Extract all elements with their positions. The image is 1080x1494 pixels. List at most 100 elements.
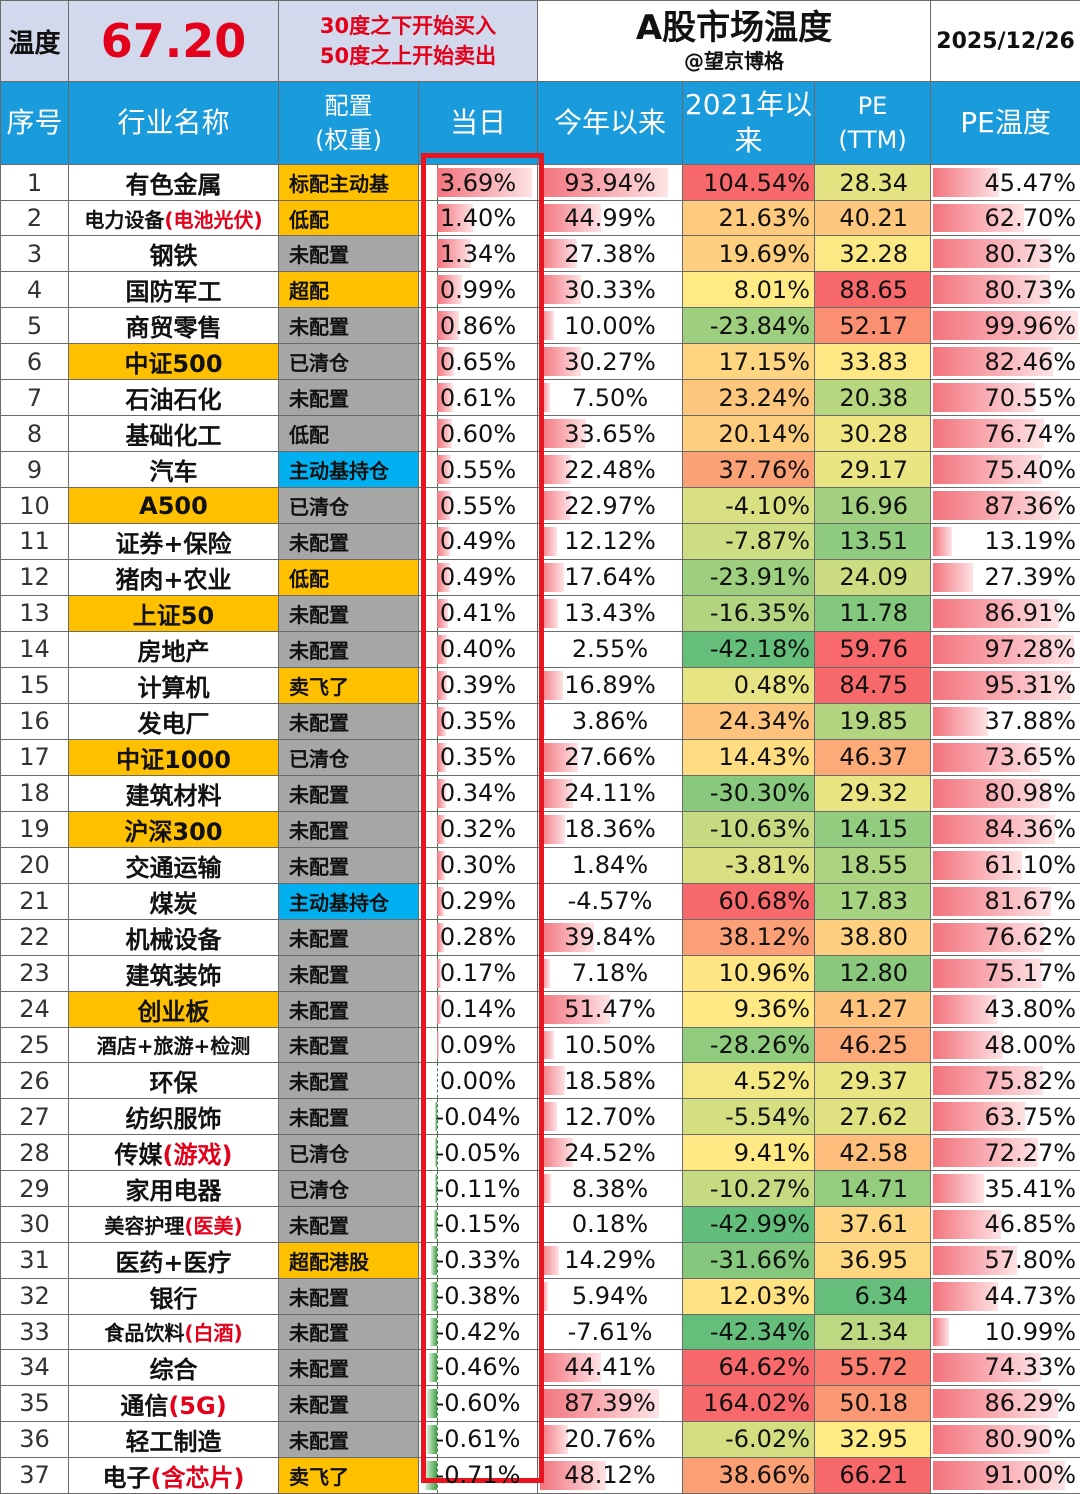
ytd-change-value: 0.18% bbox=[538, 1210, 682, 1238]
industry-name: 国防军工 bbox=[69, 272, 279, 308]
pe-temperature-cell: 82.46% bbox=[931, 344, 1080, 380]
pe-ttm-cell: 17.83 bbox=[815, 883, 931, 919]
ytd-change-value: 51.47% bbox=[538, 995, 682, 1023]
pe-temperature-cell: 45.47% bbox=[931, 165, 1080, 201]
allocation-cell: 标配主动基 bbox=[279, 165, 419, 201]
header-pe-temp: PE温度 bbox=[931, 82, 1080, 165]
pe-temperature-value: 44.73% bbox=[931, 1282, 1080, 1310]
allocation-cell: 主动基持仓 bbox=[279, 452, 419, 488]
pe-ttm-cell: 18.55 bbox=[815, 847, 931, 883]
header-since2021: 2021年以 来 bbox=[683, 82, 815, 165]
since-2021-cell: -6.02% bbox=[683, 1421, 815, 1457]
ytd-change-cell: 20.76% bbox=[538, 1421, 683, 1457]
industry-name-text: 房地产 bbox=[138, 638, 210, 666]
pe-temperature-value: 99.96% bbox=[931, 312, 1080, 340]
ytd-change-cell: 27.66% bbox=[538, 739, 683, 775]
pe-temperature-cell: 86.91% bbox=[931, 595, 1080, 631]
allocation-cell: 已清仓 bbox=[279, 739, 419, 775]
pe-temperature-value: 86.91% bbox=[931, 599, 1080, 627]
since-2021-cell: -42.34% bbox=[683, 1314, 815, 1349]
industry-name: 沪深300 bbox=[69, 811, 279, 847]
pe-temperature-value: 45.47% bbox=[931, 169, 1080, 197]
row-index: 11 bbox=[1, 523, 69, 559]
ytd-change-value: 22.48% bbox=[538, 456, 682, 484]
pe-ttm-cell: 40.21 bbox=[815, 201, 931, 236]
pe-temperature-cell: 72.27% bbox=[931, 1135, 1080, 1171]
industry-name: 商贸零售 bbox=[69, 308, 279, 344]
industry-name: 传媒(游戏) bbox=[69, 1135, 279, 1171]
industry-name-text: 国防军工 bbox=[126, 278, 222, 306]
row-index: 8 bbox=[1, 416, 69, 452]
pe-temperature-value: 72.27% bbox=[931, 1139, 1080, 1167]
pe-ttm-cell: 29.17 bbox=[815, 452, 931, 488]
pe-temperature-cell: 35.41% bbox=[931, 1171, 1080, 1207]
industry-name: 交通运输 bbox=[69, 847, 279, 883]
industry-name: 医药+医疗 bbox=[69, 1242, 279, 1278]
allocation-cell: 未配置 bbox=[279, 1421, 419, 1457]
ytd-change-value: 48.12% bbox=[538, 1461, 682, 1489]
today-change-cell: 0.55% bbox=[419, 488, 538, 523]
pe-temperature-cell: 37.88% bbox=[931, 703, 1080, 739]
row-index: 5 bbox=[1, 308, 69, 344]
ytd-change-value: 44.99% bbox=[538, 204, 682, 232]
industry-name-text: 家用电器 bbox=[126, 1177, 222, 1205]
pe-temperature-value: 74.33% bbox=[931, 1353, 1080, 1381]
today-change-value: -0.05% bbox=[419, 1139, 537, 1167]
header-alloc-line2: (权重) bbox=[279, 123, 418, 157]
today-change-value: 0.30% bbox=[419, 851, 537, 879]
industry-name: 汽车 bbox=[69, 452, 279, 488]
ytd-change-value: 18.58% bbox=[538, 1067, 682, 1095]
allocation-cell: 低配 bbox=[279, 201, 419, 236]
ytd-change-value: 44.41% bbox=[538, 1353, 682, 1381]
pe-ttm-cell: 50.18 bbox=[815, 1385, 931, 1421]
ytd-change-value: 33.65% bbox=[538, 420, 682, 448]
today-change-value: -0.04% bbox=[419, 1103, 537, 1131]
pe-ttm-cell: 84.75 bbox=[815, 667, 931, 703]
ytd-change-value: -7.61% bbox=[538, 1318, 682, 1346]
since-2021-cell: 20.14% bbox=[683, 416, 815, 452]
since-2021-cell: 8.01% bbox=[683, 272, 815, 308]
ytd-change-cell: 44.99% bbox=[538, 201, 683, 236]
industry-name-note: (含芯片) bbox=[151, 1464, 245, 1492]
row-index: 12 bbox=[1, 559, 69, 595]
ytd-change-value: 30.33% bbox=[538, 276, 682, 304]
today-change-value: 0.60% bbox=[419, 420, 537, 448]
since-2021-cell: 38.12% bbox=[683, 919, 815, 955]
today-change-cell: 0.28% bbox=[419, 919, 538, 955]
allocation-cell: 未配置 bbox=[279, 236, 419, 272]
pe-temperature-cell: 80.98% bbox=[931, 775, 1080, 811]
since-2021-cell: 17.15% bbox=[683, 344, 815, 380]
pe-temperature-cell: 57.80% bbox=[931, 1242, 1080, 1278]
industry-name-text: 商贸零售 bbox=[126, 314, 222, 342]
today-change-cell: -0.46% bbox=[419, 1349, 538, 1385]
ytd-change-value: 2.55% bbox=[538, 635, 682, 663]
today-change-cell: 0.30% bbox=[419, 847, 538, 883]
pe-temperature-value: 86.29% bbox=[931, 1389, 1080, 1417]
allocation-cell: 卖飞了 bbox=[279, 1457, 419, 1493]
pe-ttm-cell: 13.51 bbox=[815, 523, 931, 559]
today-change-cell: 0.35% bbox=[419, 739, 538, 775]
allocation-cell: 超配港股 bbox=[279, 1242, 419, 1278]
header-since2021-line2: 来 bbox=[683, 123, 814, 159]
allocation-cell: 未配置 bbox=[279, 847, 419, 883]
industry-name: 环保 bbox=[69, 1063, 279, 1099]
row-index: 17 bbox=[1, 739, 69, 775]
since-2021-cell: 0.48% bbox=[683, 667, 815, 703]
header-today: 当日 bbox=[419, 82, 538, 165]
ytd-change-value: 30.27% bbox=[538, 348, 682, 376]
pe-temperature-cell: 84.36% bbox=[931, 811, 1080, 847]
today-change-cell: 0.39% bbox=[419, 667, 538, 703]
allocation-cell: 已清仓 bbox=[279, 1135, 419, 1171]
industry-name-text: 建筑装饰 bbox=[126, 962, 222, 990]
today-change-cell: 0.29% bbox=[419, 883, 538, 919]
allocation-cell: 未配置 bbox=[279, 1314, 419, 1349]
today-change-cell: -0.11% bbox=[419, 1171, 538, 1207]
ytd-change-value: 10.50% bbox=[538, 1031, 682, 1059]
